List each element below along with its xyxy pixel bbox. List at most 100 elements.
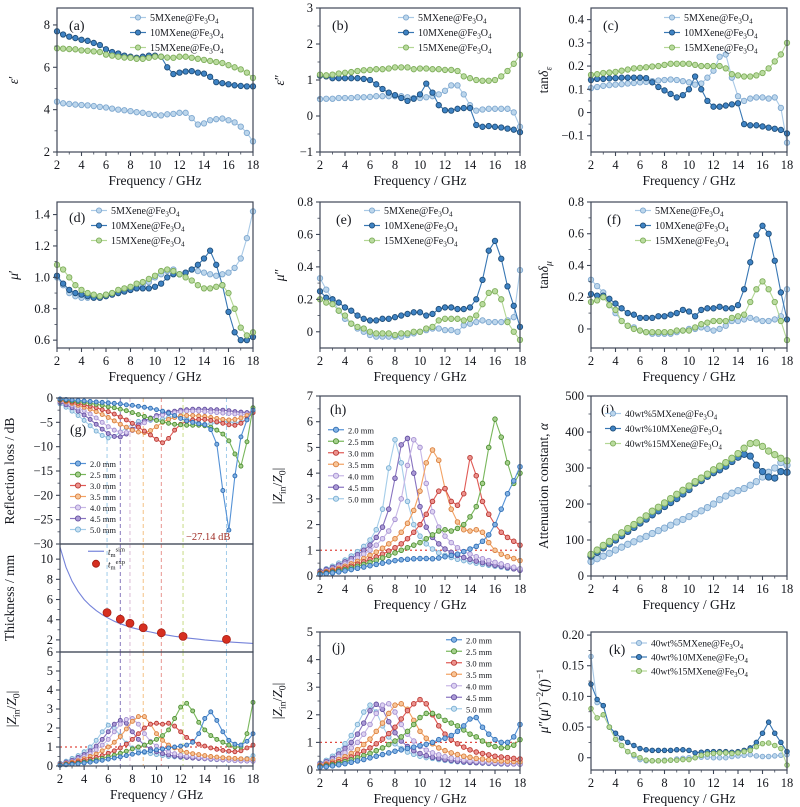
data-point bbox=[354, 94, 361, 101]
data-point bbox=[84, 102, 91, 109]
data-point bbox=[398, 529, 404, 536]
data-point bbox=[178, 747, 184, 753]
data-point bbox=[127, 107, 134, 115]
data-point bbox=[473, 472, 479, 479]
data-point bbox=[96, 48, 104, 56]
data-point bbox=[99, 433, 105, 438]
legend-entry: 5.0 mm bbox=[90, 525, 116, 535]
data-point bbox=[716, 303, 723, 310]
x-tick-label: 14 bbox=[198, 158, 211, 172]
data-point bbox=[466, 75, 474, 82]
x-tick-label: 10 bbox=[683, 158, 696, 172]
data-point bbox=[692, 754, 698, 761]
data-point bbox=[385, 465, 392, 471]
data-point bbox=[99, 399, 105, 405]
data-point bbox=[485, 289, 492, 296]
data-point bbox=[722, 51, 729, 58]
data-point bbox=[99, 736, 105, 742]
data-point bbox=[649, 328, 656, 336]
data-point bbox=[398, 330, 405, 337]
data-point bbox=[237, 66, 244, 73]
data-point bbox=[214, 717, 220, 723]
y-tick-label: 5 bbox=[307, 625, 313, 639]
x-axis-a: 2 4 6 8 10 12 14 16 18 Frequency / GHz bbox=[54, 152, 259, 188]
data-point bbox=[771, 94, 778, 101]
data-point bbox=[429, 556, 436, 562]
data-point bbox=[404, 97, 411, 105]
data-point bbox=[448, 732, 454, 739]
data-point bbox=[404, 535, 411, 542]
data-point bbox=[673, 76, 680, 84]
data-point bbox=[467, 731, 473, 737]
plot-k-0: 0 0.05 0.10 0.15 0.20 2 4 6 8 10 12 14 16 18 Frequency… bbox=[535, 628, 793, 806]
data-point bbox=[764, 447, 773, 455]
data-point bbox=[341, 304, 349, 311]
data-point bbox=[81, 417, 87, 423]
data-point bbox=[391, 331, 399, 339]
data-point bbox=[448, 82, 455, 89]
data-point bbox=[624, 309, 631, 317]
data-point bbox=[423, 535, 429, 542]
y-tick-label: 4 bbox=[307, 653, 314, 667]
data-point bbox=[81, 412, 87, 418]
y-tick-label: 6 bbox=[44, 60, 50, 74]
data-point bbox=[59, 45, 67, 52]
data-point bbox=[612, 736, 619, 743]
data-point bbox=[154, 720, 159, 726]
data-point bbox=[202, 409, 208, 415]
data-point bbox=[366, 76, 374, 84]
data-point bbox=[360, 67, 367, 74]
data-point bbox=[151, 272, 159, 279]
data-point bbox=[611, 546, 620, 554]
data-point bbox=[225, 308, 232, 316]
data-point bbox=[423, 524, 429, 530]
y-axis-title: Reflection loss / dB bbox=[2, 418, 17, 525]
data-point bbox=[105, 756, 111, 762]
data-point bbox=[777, 51, 785, 58]
data-point bbox=[510, 564, 517, 571]
data-point bbox=[612, 300, 619, 307]
data-point bbox=[148, 428, 153, 434]
data-point bbox=[734, 313, 742, 320]
data-point bbox=[716, 53, 723, 60]
data-point bbox=[594, 696, 600, 703]
data-point bbox=[442, 553, 448, 560]
data-point bbox=[135, 736, 141, 742]
x-tick-label: 2 bbox=[54, 158, 60, 172]
y-tick-label: 0 bbox=[307, 109, 313, 123]
data-point bbox=[498, 255, 505, 262]
data-point bbox=[99, 419, 105, 425]
panel-letter: (j) bbox=[332, 641, 346, 656]
data-point bbox=[404, 310, 411, 318]
data-point bbox=[164, 54, 171, 61]
data-point bbox=[417, 539, 423, 546]
data-point bbox=[111, 411, 117, 417]
data-point bbox=[698, 306, 705, 314]
x-tick-label: 16 bbox=[489, 158, 502, 172]
legend-entry: 2.0 mm bbox=[466, 635, 492, 645]
data-point bbox=[108, 52, 116, 59]
data-point bbox=[93, 758, 99, 764]
data-point bbox=[593, 297, 601, 304]
data-point bbox=[429, 710, 436, 717]
data-point bbox=[111, 400, 117, 406]
data-point bbox=[72, 46, 79, 53]
data-point bbox=[166, 435, 172, 441]
data-point bbox=[178, 631, 188, 641]
y-tick-label: −25 bbox=[33, 513, 53, 527]
y-tick-label: 0 bbox=[578, 106, 584, 120]
data-point bbox=[435, 745, 442, 751]
data-point bbox=[410, 556, 417, 562]
data-point bbox=[734, 302, 742, 309]
data-point bbox=[454, 315, 461, 322]
data-point bbox=[108, 289, 116, 297]
data-point bbox=[133, 55, 140, 62]
data-point bbox=[466, 104, 474, 112]
data-point bbox=[385, 730, 392, 737]
data-point bbox=[123, 417, 129, 423]
y-tick-label: −0.1 bbox=[561, 129, 584, 143]
data-point bbox=[606, 81, 613, 89]
data-point bbox=[96, 293, 104, 300]
data-point bbox=[194, 121, 202, 128]
data-point bbox=[491, 237, 499, 245]
